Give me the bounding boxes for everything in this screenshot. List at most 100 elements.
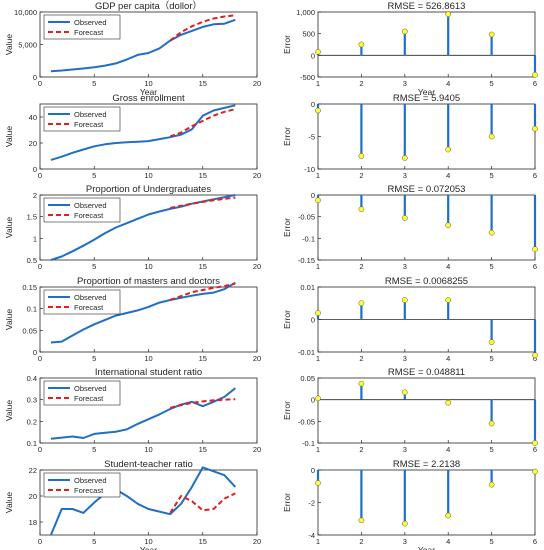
- series-line-forecast: [170, 196, 236, 209]
- error-marker: [401, 155, 408, 161]
- y-tick-label: -0.05: [298, 417, 315, 426]
- error-marker: [488, 481, 495, 488]
- y-tick-label: -500: [300, 73, 315, 82]
- legend-box: [43, 380, 121, 406]
- legend-box: [43, 197, 121, 223]
- x-tick-label: 1: [316, 171, 320, 180]
- y-axis-label: Value: [4, 217, 14, 238]
- x-tick-label: 2: [359, 171, 363, 180]
- x-tick-label: 6: [533, 171, 537, 180]
- legend-box: [43, 472, 121, 498]
- error-marker: [315, 107, 321, 114]
- y-tick-label: 18: [29, 518, 37, 527]
- x-tick-label: 1: [316, 445, 320, 454]
- x-tick-label: 15: [199, 262, 207, 271]
- error-marker: [445, 512, 452, 519]
- x-tick-label: 3: [403, 537, 407, 546]
- y-tick-label: -0.1: [302, 234, 315, 243]
- x-tick-label: 0: [38, 537, 42, 546]
- x-tick-label: 15: [199, 354, 207, 363]
- y-tick-label: 0: [33, 348, 37, 357]
- chart-title: RMSE = 526.8613: [388, 1, 466, 12]
- x-tick-label: 15: [199, 171, 207, 180]
- y-tick-label: 2: [33, 191, 37, 200]
- axes-box: [317, 377, 536, 444]
- x-tick-label: 10: [144, 79, 152, 88]
- y-tick-label: 0.4: [27, 374, 37, 383]
- chart-title: RMSE = 0.048811: [388, 367, 465, 378]
- y-axis-label: Value: [4, 309, 14, 330]
- error-marker: [358, 300, 365, 307]
- x-tick-label: 5: [490, 445, 494, 454]
- x-tick-label: 5: [490, 354, 494, 363]
- error-marker: [445, 222, 452, 229]
- y-axis-label: Value: [4, 400, 14, 421]
- error-marker: [315, 197, 321, 204]
- axes-box: [317, 11, 536, 78]
- x-tick-label: 15: [199, 79, 207, 88]
- x-tick-label: 10: [144, 445, 152, 454]
- x-tick-label: 2: [359, 262, 363, 271]
- legend-entry: Observed: [74, 18, 107, 27]
- x-tick-label: 6: [533, 79, 537, 88]
- x-tick-label: 3: [403, 262, 407, 271]
- x-tick-label: 20: [253, 171, 261, 180]
- x-tick-label: 10: [144, 171, 152, 180]
- x-tick-label: 5: [92, 354, 96, 363]
- y-tick-label: 0.1: [27, 439, 37, 448]
- x-tick-label: 2: [359, 537, 363, 546]
- error-marker: [315, 310, 321, 316]
- y-tick-label: -4: [308, 531, 315, 540]
- x-tick-label: 0: [38, 79, 42, 88]
- x-tick-label: 1: [316, 79, 320, 88]
- x-tick-label: 6: [533, 262, 537, 271]
- series-panel-1: GDP per capita（dollor） 0 5 10 15 20 0 5,000 10,0…: [4, 0, 261, 97]
- chart-title: RMSE = 0.0068255: [385, 276, 468, 287]
- x-axis-label: Year: [418, 545, 435, 550]
- x-tick-label: 20: [253, 354, 261, 363]
- error-marker: [358, 206, 365, 213]
- error-panel-6: RMSE = 2.2138 1 2 3 4 5 6 -4 -2 0 Year Error: [282, 459, 538, 550]
- legend-entry: Forecast: [74, 394, 104, 403]
- error-marker: [401, 520, 408, 527]
- series-line-forecast: [169, 282, 236, 301]
- error-marker: [532, 125, 538, 132]
- legend-entry: Observed: [74, 384, 107, 393]
- y-axis-label: Value: [4, 126, 14, 147]
- error-marker: [358, 153, 365, 159]
- x-tick-label: 10: [144, 262, 152, 271]
- series-panel-4: Proportion of masters and doctors 0 5 10 15 2…: [4, 276, 261, 363]
- y-tick-label: -5: [308, 133, 315, 142]
- x-tick-label: 6: [533, 445, 537, 454]
- y-axis-label: Error: [282, 493, 292, 512]
- error-panel-2: RMSE = 5.9405 1 2 3 4 5 6 -10 -5 0 Error: [282, 93, 538, 180]
- y-axis-label: Error: [282, 127, 292, 146]
- y-tick-label: 0.05: [300, 374, 315, 383]
- axes-box: [317, 194, 536, 261]
- x-tick-label: 15: [199, 537, 207, 546]
- x-tick-label: 2: [359, 354, 363, 363]
- y-tick-label: 0.1: [27, 305, 37, 314]
- error-marker: [488, 31, 495, 38]
- error-marker: [315, 49, 321, 55]
- chart-title: GDP per capita（dollor）: [95, 0, 202, 12]
- error-marker: [445, 146, 452, 153]
- y-axis-label: Error: [282, 218, 292, 237]
- x-tick-label: 5: [490, 537, 494, 546]
- legend-entry: Forecast: [74, 211, 104, 220]
- x-tick-label: 6: [533, 354, 537, 363]
- error-marker: [401, 215, 408, 221]
- x-tick-label: 5: [490, 79, 494, 88]
- error-marker: [315, 480, 321, 486]
- y-tick-label: 22: [29, 466, 37, 475]
- x-tick-label: 10: [144, 354, 152, 363]
- error-marker: [532, 468, 538, 475]
- x-tick-label: 0: [38, 171, 42, 180]
- x-tick-label: 0: [38, 262, 42, 271]
- chart-title: Proportion of masters and doctors: [77, 276, 220, 287]
- chart-title: RMSE = 0.072053: [388, 184, 466, 195]
- x-tick-label: 2: [359, 445, 363, 454]
- legend-entry: Observed: [74, 476, 107, 485]
- x-tick-label: 20: [253, 262, 261, 271]
